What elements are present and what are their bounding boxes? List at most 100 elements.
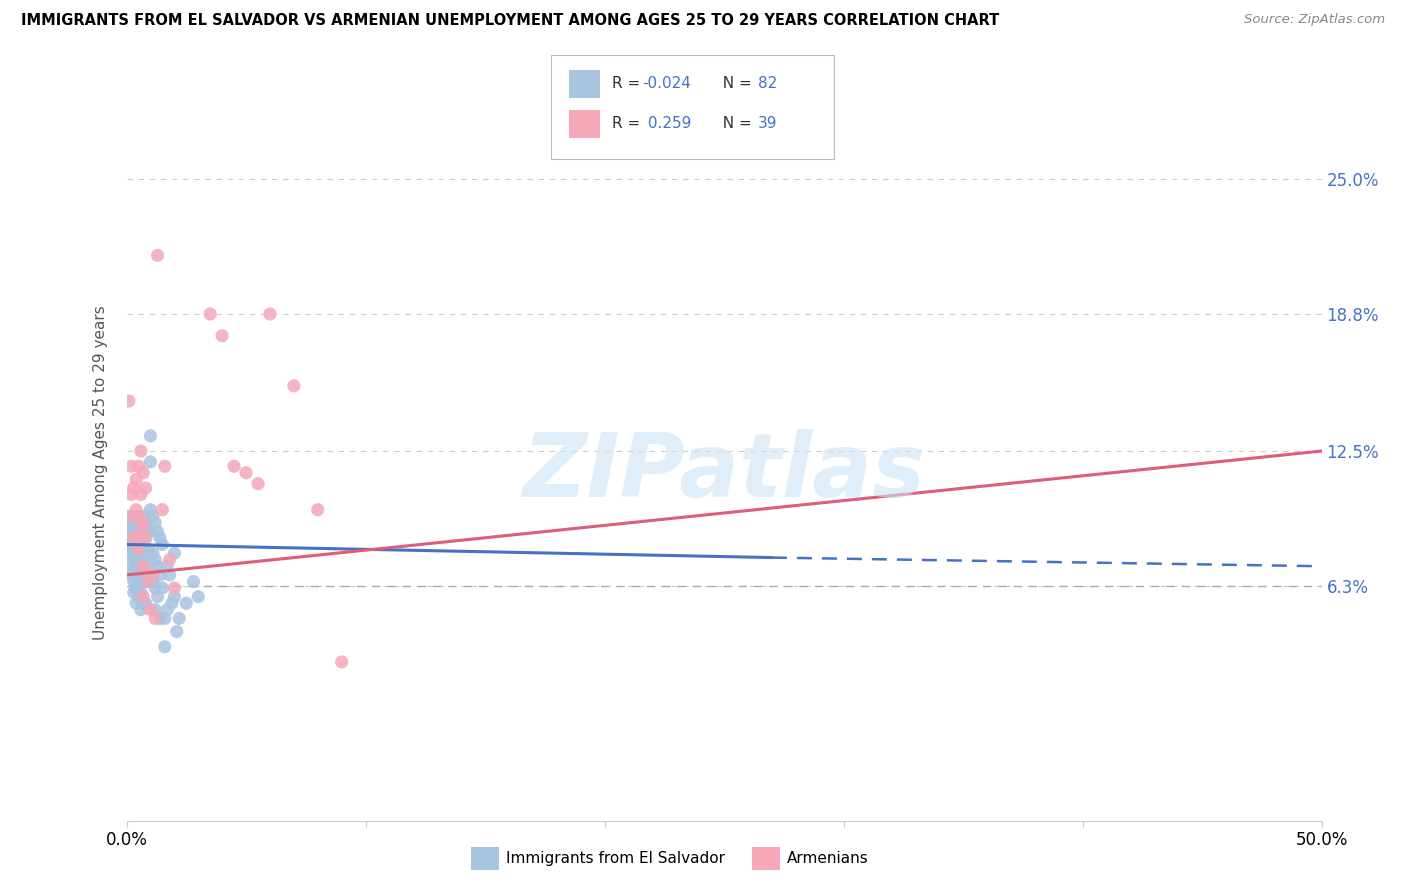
Point (125, 568, 148, 582)
Point (120, 459, 142, 474)
Point (142, 546, 165, 560)
Point (127, 574, 149, 589)
Point (143, 581, 166, 595)
Point (211, 328, 233, 343)
Point (125, 502, 148, 516)
Point (122, 531, 145, 545)
Point (132, 596, 155, 610)
Text: ZIPatlas: ZIPatlas (523, 429, 925, 516)
Point (127, 459, 149, 474)
Point (146, 590, 169, 604)
Point (125, 537, 148, 551)
Point (149, 568, 172, 582)
Point (120, 487, 142, 501)
Point (125, 596, 148, 610)
Point (159, 552, 181, 567)
Point (139, 524, 162, 539)
Point (122, 552, 145, 567)
Point (143, 611, 166, 625)
Point (122, 520, 145, 534)
Point (143, 552, 166, 567)
Point (183, 574, 205, 589)
Point (125, 509, 148, 524)
Text: R =: R = (612, 77, 645, 91)
Point (142, 509, 165, 524)
Point (142, 574, 165, 589)
Text: 39: 39 (758, 117, 778, 131)
Point (120, 568, 142, 582)
Point (139, 603, 162, 617)
Point (127, 546, 149, 560)
Point (132, 516, 155, 530)
Point (222, 459, 246, 474)
Point (149, 611, 172, 625)
Text: IMMIGRANTS FROM EL SALVADOR VS ARMENIAN UNEMPLOYMENT AMONG AGES 25 TO 29 YEARS C: IMMIGRANTS FROM EL SALVADOR VS ARMENIAN … (21, 13, 1000, 29)
Point (187, 590, 209, 604)
Text: 82: 82 (758, 77, 778, 91)
Point (127, 590, 149, 604)
Point (118, 531, 141, 545)
Point (122, 574, 145, 589)
Point (125, 552, 148, 567)
Point (132, 541, 155, 556)
Point (149, 531, 172, 545)
Point (129, 552, 152, 567)
Point (125, 472, 148, 486)
Point (118, 509, 141, 524)
Point (139, 502, 162, 516)
Point (129, 444, 152, 458)
Point (132, 590, 155, 604)
Point (150, 537, 174, 551)
Point (129, 568, 152, 582)
Point (132, 559, 155, 574)
Point (120, 546, 142, 560)
Point (132, 466, 155, 480)
Point (146, 248, 169, 262)
Point (127, 516, 149, 530)
Text: -0.024: -0.024 (643, 77, 692, 91)
Point (146, 559, 169, 574)
Point (136, 520, 159, 534)
Point (283, 378, 305, 392)
Point (127, 509, 149, 524)
Point (120, 516, 142, 530)
Point (139, 455, 162, 469)
Point (135, 552, 157, 567)
Point (136, 541, 159, 556)
Point (118, 520, 141, 534)
Point (120, 524, 142, 539)
Point (247, 476, 270, 491)
Point (122, 509, 145, 524)
Y-axis label: Unemployment Among Ages 25 to 29 years: Unemployment Among Ages 25 to 29 years (93, 305, 108, 640)
Point (135, 481, 157, 495)
Point (159, 568, 181, 582)
Point (122, 531, 145, 545)
Point (156, 603, 179, 617)
Point (150, 581, 174, 595)
Point (307, 502, 329, 516)
Point (125, 537, 148, 551)
Point (136, 564, 159, 578)
Point (129, 524, 152, 539)
Text: N =: N = (713, 117, 756, 131)
Point (118, 541, 141, 556)
Point (125, 524, 148, 539)
Text: Source: ZipAtlas.com: Source: ZipAtlas.com (1244, 13, 1385, 27)
Point (174, 596, 197, 610)
Point (132, 559, 155, 574)
Point (146, 524, 169, 539)
Text: N =: N = (713, 77, 756, 91)
Point (135, 516, 157, 530)
Point (132, 509, 155, 524)
Point (153, 459, 176, 474)
Point (135, 574, 157, 589)
Point (150, 502, 174, 516)
Point (120, 537, 142, 551)
Point (200, 307, 222, 321)
Text: R =: R = (612, 117, 645, 131)
Point (143, 603, 166, 617)
Point (122, 585, 145, 599)
Point (163, 546, 186, 560)
Point (135, 531, 157, 545)
Point (259, 307, 281, 321)
